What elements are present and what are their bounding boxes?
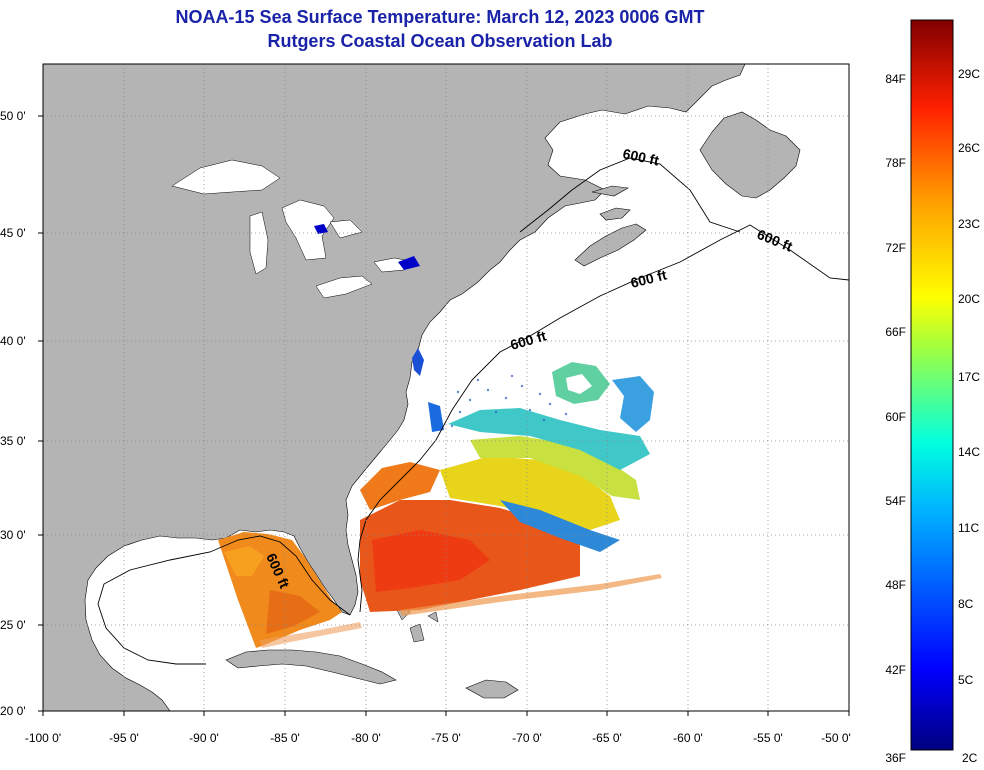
great-lakes [171, 159, 417, 299]
chesapeake-cold [412, 348, 424, 376]
map-subtitle: Rutgers Coastal Ocean Observation Lab [267, 31, 613, 51]
temperature-colorbar [910, 19, 954, 751]
y-tick-label: 50 0' [0, 109, 26, 123]
colorbar-f-label: 66F [885, 325, 906, 339]
y-tick-label: 35 0' [0, 434, 26, 448]
x-tick-label: -60 0' [673, 731, 703, 745]
axis-ticks [38, 115, 850, 716]
x-tick-label: -70 0' [512, 731, 542, 745]
y-tick-label: 30 0' [0, 528, 26, 542]
colorbar-f-label: 54F [885, 494, 906, 508]
isobath-label: 600 ft [621, 145, 660, 168]
x-tick-label: -90 0' [189, 731, 219, 745]
colorbar-min-c: 2C [962, 751, 978, 765]
x-tick-label: -85 0' [270, 731, 300, 745]
y-tick-label: 40 0' [0, 334, 26, 348]
cuba-land [225, 649, 397, 685]
colorbar-c-label: 14C [958, 445, 980, 459]
y-tick-label: 20 0' [0, 704, 26, 718]
hispaniola-land [465, 679, 519, 699]
x-tick-label: -80 0' [351, 731, 381, 745]
x-tick-label: -50 0' [821, 731, 851, 745]
cold-water-spot [314, 224, 328, 234]
cold-water-spot [398, 256, 420, 270]
colorbar-c-label: 17C [958, 370, 980, 384]
x-tick-label: -95 0' [109, 731, 139, 745]
x-tick-label: -65 0' [592, 731, 622, 745]
colorbar-min-f: 36F [885, 751, 906, 765]
colorbar-f-label: 72F [885, 241, 906, 255]
colorbar-c-label: 8C [958, 597, 974, 611]
colorbar-f-label: 42F [885, 663, 906, 677]
colorbar-c-label: 26C [958, 141, 980, 155]
colorbar-c-label: 11C [958, 521, 979, 535]
pei-land [599, 207, 631, 221]
colorbar-f-label: 48F [885, 578, 906, 592]
x-tick-label: -55 0' [753, 731, 783, 745]
newfoundland-land [699, 111, 801, 199]
sst-swath [218, 362, 662, 648]
colorbar-f-label: 78F [885, 156, 906, 170]
y-tick-label: 25 0' [0, 618, 26, 632]
pamlico-cold [428, 402, 444, 432]
colorbar-f-label: 84F [885, 72, 906, 86]
x-tick-label: -75 0' [431, 731, 461, 745]
nova-scotia-land [574, 223, 647, 267]
anticosti-land [591, 185, 629, 197]
colorbar-c-label: 23C [958, 217, 980, 231]
map-title: NOAA-15 Sea Surface Temperature: March 1… [175, 7, 705, 27]
north-america-land [43, 64, 746, 711]
colorbar-c-label: 5C [958, 673, 974, 687]
colorbar-f-label: 60F [885, 410, 906, 424]
colorbar-c-label: 29C [958, 67, 980, 81]
x-tick-label: -100 0' [25, 731, 61, 745]
y-tick-label: 45 0' [0, 226, 26, 240]
colorbar-c-label: 20C [958, 292, 980, 306]
